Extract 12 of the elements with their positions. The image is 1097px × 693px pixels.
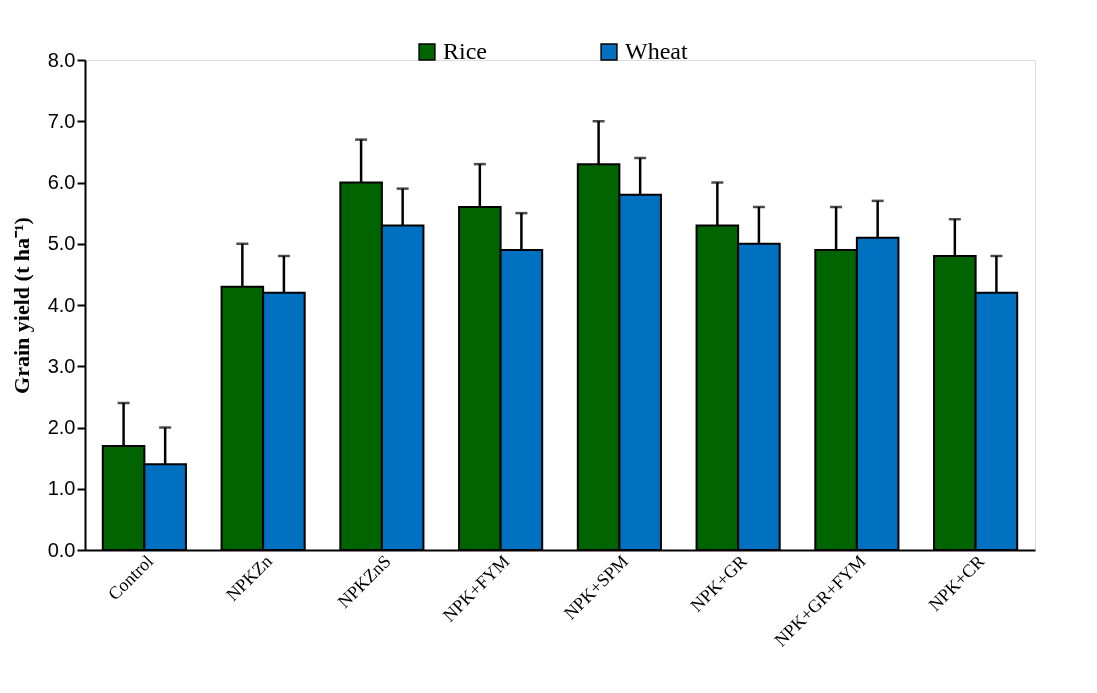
legend-label: Rice [443, 38, 487, 64]
y-tick-label: 1.0 [47, 477, 76, 500]
y-axis-title: Grain yield (t ha⁻¹) [8, 217, 34, 394]
y-tick-label: 3.0 [47, 354, 76, 377]
y-tick-label: 2.0 [47, 416, 76, 438]
y-tick-label: 6.0 [47, 171, 76, 193]
y-tick-label: 5.0 [47, 232, 76, 255]
y-tick-label: 4.0 [47, 293, 76, 316]
legend-label: Wheat [625, 38, 688, 64]
y-tick-label: 7.0 [47, 109, 76, 132]
y-tick-label: 8.0 [47, 48, 76, 71]
y-tick-label: 0.0 [47, 538, 76, 561]
